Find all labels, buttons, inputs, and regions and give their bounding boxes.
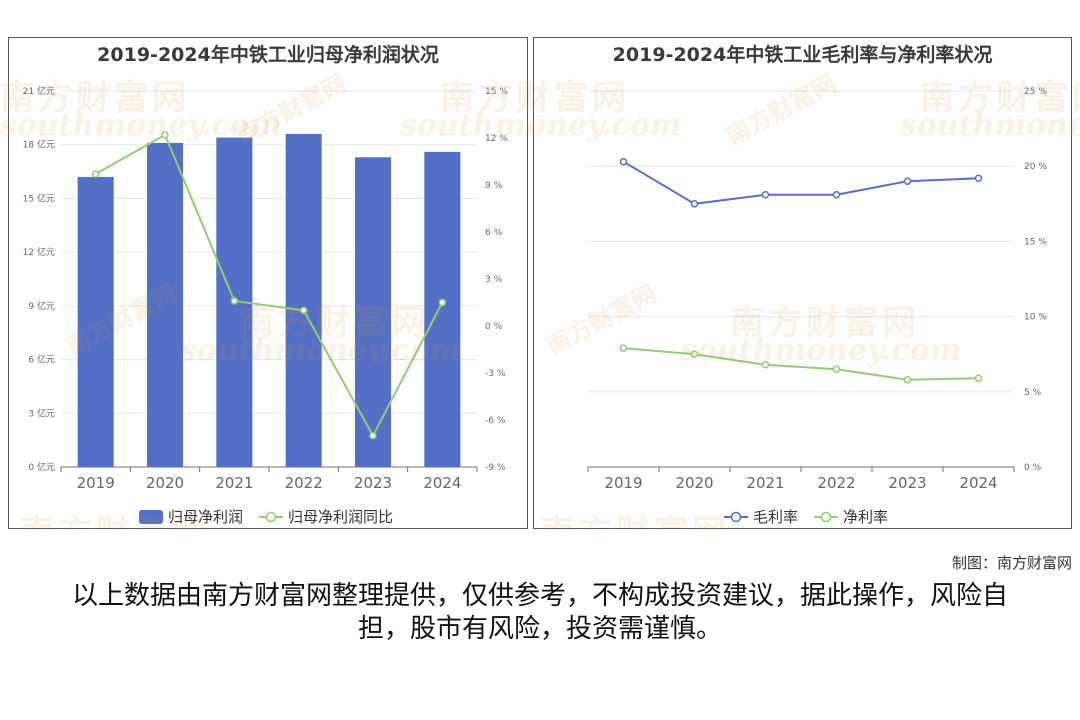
series-line-yoy <box>95 133 444 438</box>
y-right-tick-label: 6 % <box>485 228 503 238</box>
x-tick-label: 2019 <box>77 474 115 492</box>
y-right-tick-label: 0 % <box>1024 463 1042 473</box>
legend-label-net-margin: 净利率 <box>843 508 888 526</box>
y-right-tick-label: 10 % <box>1024 313 1047 323</box>
x-tick-label: 2023 <box>888 474 926 492</box>
bar-net-profit <box>146 142 184 467</box>
y-right-tick-label: 20 % <box>1024 162 1047 172</box>
x-tick-label: 2021 <box>746 474 784 492</box>
net-profit-chart-title: 2019-2024年中铁工业归母净利润状况 <box>97 44 439 66</box>
y-right-tick-label: -9 % <box>485 463 506 473</box>
x-tick-label: 2019 <box>604 474 642 492</box>
series-line-gross-margin <box>622 160 979 205</box>
y-right-tick-label: 0 % <box>485 322 503 332</box>
legend-swatch-net-profit <box>139 510 163 524</box>
point-yoy <box>299 306 308 315</box>
y-right-tick-label: 15 % <box>485 87 508 97</box>
y-left-tick-label: 6 亿元 <box>28 354 55 366</box>
x-tick-label: 2020 <box>146 474 184 492</box>
legend-label-yoy: 归母净利润同比 <box>288 508 393 526</box>
point-gross-margin <box>974 174 983 182</box>
net-profit-chart-panel: 2019-2024年中铁工业归母净利润状况 0 亿元 3 亿元 6 亿元 9 亿元 12… <box>8 37 528 529</box>
legend-marker-yoy <box>265 511 277 523</box>
point-gross-margin <box>619 157 628 166</box>
y-right-tick-label: 9 % <box>485 181 503 191</box>
series-line-net-margin <box>623 347 979 381</box>
point-yoy <box>91 170 100 178</box>
point-net-margin <box>690 350 699 358</box>
point-net-margin <box>761 360 770 369</box>
bar-net-profit <box>77 176 114 467</box>
point-yoy <box>161 131 169 139</box>
point-gross-margin <box>832 191 841 199</box>
y-right-tick-label: 3 % <box>485 275 503 285</box>
point-net-margin <box>903 376 912 384</box>
x-tick-label: 2022 <box>285 474 323 492</box>
net-profit-chart: 0 亿元 3 亿元 6 亿元 9 亿元 12 亿元 15 亿元 18 亿元 21 亿元 -9 %… <box>23 85 509 526</box>
bar-net-profit <box>424 151 461 467</box>
y-left-tick-label: 3 亿元 <box>28 407 55 419</box>
y-left-tick-label: 21 亿元 <box>23 85 55 97</box>
legend-marker-net-margin <box>820 511 832 523</box>
y-left-tick-label: 18 亿元 <box>23 139 55 151</box>
y-right-tick-label: 25 % <box>1024 87 1047 97</box>
y-left-tick-label: 0 亿元 <box>28 461 55 473</box>
point-yoy <box>438 298 447 307</box>
margin-chart-title: 2019-2024年中铁工业毛利率与净利率状况 <box>612 44 993 66</box>
x-tick-label: 2022 <box>817 474 855 492</box>
point-yoy <box>369 431 377 440</box>
x-tick-label: 2024 <box>423 474 461 492</box>
bar-net-profit <box>354 157 392 467</box>
point-net-margin <box>619 344 628 352</box>
y-right-tick-label: -3 % <box>485 369 506 379</box>
legend-label-gross-margin: 毛利率 <box>753 508 798 526</box>
y-right-tick-label: 5 % <box>1024 388 1042 398</box>
y-right-tick-label: 15 % <box>1024 237 1047 247</box>
point-gross-margin <box>690 200 699 208</box>
point-yoy <box>230 297 239 305</box>
point-net-margin <box>974 374 983 383</box>
margin-chart: 0 % 5 % 10 % 15 % 20 % 25 % 2019 2020 2021 2022 20… <box>587 87 1047 526</box>
y-right-tick-label: -6 % <box>485 416 506 426</box>
y-left-tick-label: 15 亿元 <box>23 192 55 204</box>
bar-net-profit <box>285 133 322 467</box>
chart-credit: 制图：南方财富网 <box>951 554 1072 572</box>
y-left-tick-label: 9 亿元 <box>28 300 55 312</box>
point-net-margin <box>832 365 841 373</box>
y-right-tick-label: 12 % <box>485 134 508 144</box>
legend-marker-gross-margin <box>730 511 742 523</box>
margin-chart-panel: 2019-2024年中铁工业毛利率与净利率状况 0 % 5 % 10 % 15 % 20… <box>533 37 1072 529</box>
point-gross-margin <box>761 191 770 199</box>
y-left-tick-label: 12 亿元 <box>23 246 55 258</box>
legend-label-net-profit: 归母净利润 <box>168 508 243 526</box>
disclaimer-text: 以上数据由南方财富网整理提供，仅供参考，不构成投资建议，据此操作，风险自担，股市… <box>71 581 1008 644</box>
x-tick-label: 2020 <box>675 474 713 492</box>
point-gross-margin <box>903 177 912 185</box>
x-tick-label: 2021 <box>215 474 253 492</box>
x-tick-label: 2023 <box>354 474 392 492</box>
x-tick-label: 2024 <box>959 474 997 492</box>
